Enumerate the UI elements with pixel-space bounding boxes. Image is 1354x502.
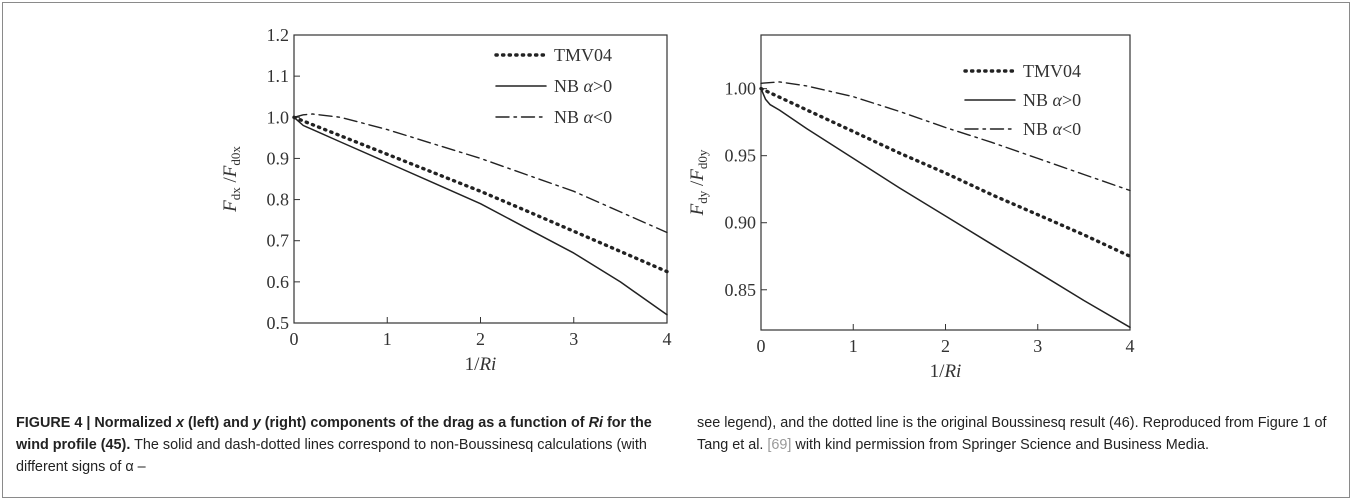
- caption-text-right-end: with kind permission from Springer Scien…: [795, 437, 1209, 453]
- y-tick-label: 0.90: [725, 213, 757, 233]
- legend-label-2: NB α>0: [1023, 90, 1081, 110]
- left-chart: 0 1 2 3 4 0.5 0.6 0.7 0.8 0.9 1.0 1.1 1.2 TMV04 NB α>0…: [220, 25, 672, 375]
- y-tick-label: 0.5: [267, 313, 290, 333]
- caption-reference: [69]: [767, 437, 791, 453]
- x-tick-label: 2: [476, 329, 485, 349]
- y-tick-label: 1.00: [725, 79, 757, 99]
- y-tick-label: 0.6: [267, 272, 290, 292]
- x-tick-label: 1: [383, 329, 392, 349]
- x-tick-label: 0: [290, 329, 299, 349]
- x-tick-label: 3: [569, 329, 578, 349]
- x-tick-label: 1: [849, 336, 858, 356]
- y-tick-label: 1.2: [267, 25, 290, 45]
- series-line-1: [294, 117, 667, 271]
- legend-label-1: TMV04: [1023, 61, 1081, 81]
- caption-right: see legend), and the dotted line is the …: [697, 412, 1342, 456]
- legend-label-2: NB α>0: [554, 76, 612, 96]
- caption-left: FIGURE 4 | Normalized x (left) and y (ri…: [16, 412, 676, 478]
- legend-label-1: TMV04: [554, 45, 612, 65]
- right-chart: 0 1 2 3 4 0.85 0.90 0.95 1.00 TMV04 NB α>0 NB α<0 1/…: [687, 35, 1135, 382]
- x-tick-label: 4: [663, 329, 672, 349]
- y-axis-label: Fdx /Fd0x: [220, 146, 243, 213]
- legend-label-3: NB α<0: [554, 107, 612, 127]
- y-axis-label: Fdy /Fd0y: [687, 149, 710, 216]
- y-tick-label: 0.85: [725, 280, 757, 300]
- y-tick-label: 0.95: [725, 146, 757, 166]
- y-tick-label: 0.8: [267, 190, 290, 210]
- y-tick-label: 0.7: [267, 231, 290, 251]
- series-line-2: [294, 117, 667, 314]
- y-tick-label: 0.9: [267, 148, 290, 168]
- legend-label-3: NB α<0: [1023, 119, 1081, 139]
- x-tick-label: 3: [1033, 336, 1042, 356]
- series-line-1: [761, 89, 1130, 257]
- y-tick-label: 1.0: [267, 107, 290, 127]
- x-tick-label: 2: [941, 336, 950, 356]
- x-axis-label: 1/Ri: [930, 361, 962, 382]
- series-line-3: [294, 114, 667, 233]
- x-tick-label: 0: [757, 336, 766, 356]
- x-axis-label: 1/Ri: [465, 354, 497, 375]
- figure-charts: 0 1 2 3 4 0.5 0.6 0.7 0.8 0.9 1.0 1.1 1.2 TMV04 NB α>0…: [0, 0, 1354, 400]
- x-tick-label: 4: [1126, 336, 1135, 356]
- y-tick-label: 1.1: [267, 66, 290, 86]
